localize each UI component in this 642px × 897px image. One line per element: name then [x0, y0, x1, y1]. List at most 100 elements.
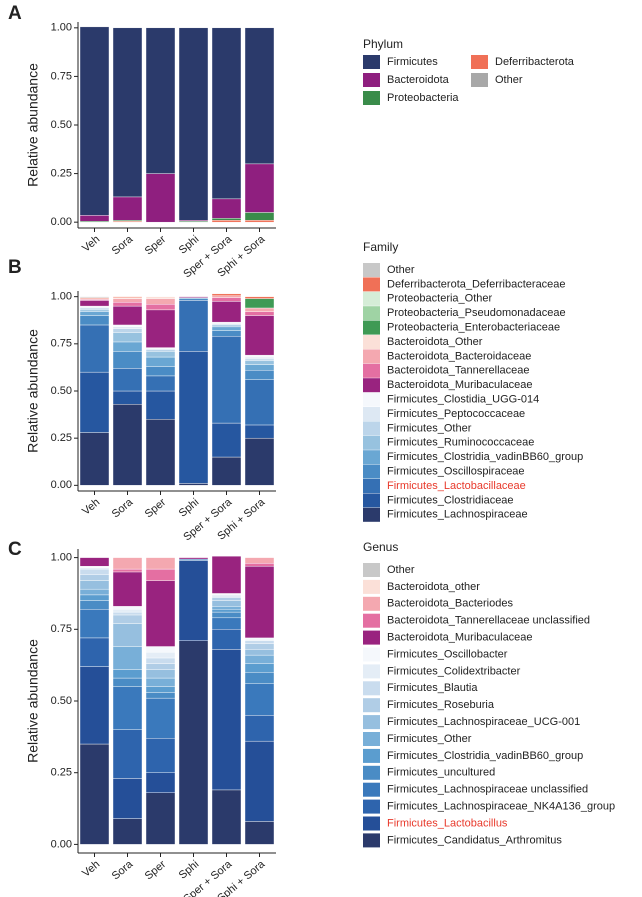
bar-segment	[244, 566, 275, 639]
legend-label: Bacteroidota	[387, 74, 450, 86]
bar-segment	[211, 606, 242, 610]
bar-segment	[112, 302, 143, 307]
y-tick-label: 0.25	[51, 432, 72, 444]
bar-segment	[79, 371, 110, 433]
bar-segment	[145, 356, 176, 367]
bar-segment	[145, 663, 176, 670]
legend-label: Firmicutes_Oscillobacter	[387, 648, 508, 660]
legend-key	[363, 363, 380, 378]
bar-segment	[112, 611, 143, 616]
legend-key	[363, 435, 380, 450]
legend-key	[363, 349, 380, 364]
legend-label: Proteobacteria_Other	[387, 293, 493, 305]
bar-segment	[79, 324, 110, 373]
bar-segment	[79, 432, 110, 486]
legend-key	[363, 630, 380, 645]
legend-label: Bacteroidota_Bacteroidaceae	[387, 350, 531, 362]
legend-key	[363, 748, 380, 763]
legend-key	[363, 479, 380, 493]
bar-segment	[112, 404, 143, 486]
legend-label: Firmicutes_Lachnospiraceae_UCG-001	[387, 716, 580, 728]
legend-label: Firmicutes_Lactobacillaceae	[387, 480, 526, 492]
legend-label: Bacteroidota_Muribaculaceae	[387, 379, 533, 391]
bar-segment	[244, 307, 275, 312]
legend-label: Firmicutes_Colidextribacter	[387, 665, 521, 677]
bar-segment	[178, 558, 209, 561]
bar-segment	[244, 672, 275, 684]
legend-label: Firmicutes_Roseburia	[387, 699, 495, 711]
bar-segment	[244, 637, 275, 640]
bar-segment	[112, 296, 143, 298]
legend-key	[363, 833, 380, 848]
bar-segment	[178, 298, 209, 301]
bar-segment	[112, 568, 143, 573]
bar-segment	[211, 596, 242, 598]
legend-label: Firmicutes_Clostidia_UGG-014	[387, 394, 539, 406]
bar-segment	[145, 298, 176, 305]
bar-segment	[178, 300, 209, 352]
bar-segment	[112, 341, 143, 352]
bar-segment	[211, 649, 242, 791]
legend-label: Bacteroidota_Tannerellaceae	[387, 365, 530, 377]
legend-key	[363, 421, 380, 436]
bar-segment	[112, 646, 143, 670]
bar-segment	[145, 557, 176, 570]
legend-key	[363, 306, 380, 321]
bar-segment	[244, 315, 275, 356]
legend-title: Family	[363, 240, 398, 254]
legend-key	[363, 55, 380, 69]
y-tick-label: 0.50	[51, 695, 72, 707]
legend-key	[471, 73, 488, 87]
bar-segment	[79, 574, 110, 581]
legend-key	[363, 91, 380, 105]
legend-key	[363, 681, 380, 696]
bar-segment	[145, 349, 176, 352]
bar-segment	[112, 27, 143, 198]
bar-segment	[211, 330, 242, 337]
bar-segment	[145, 692, 176, 699]
bar-segment	[145, 366, 176, 377]
legend-key	[363, 73, 380, 87]
legend-key	[363, 732, 380, 746]
bar-segment	[178, 557, 209, 560]
y-axis-title: Relative abundance	[25, 63, 41, 187]
x-tick-label: Sphi	[177, 496, 202, 519]
legend-key	[363, 392, 380, 407]
legend-label: Deferribacterota	[495, 56, 575, 68]
bar-segment	[211, 336, 242, 424]
legend-key	[363, 613, 380, 628]
bar-segment	[112, 305, 143, 326]
legend-key	[363, 579, 380, 594]
y-tick-label: 0.00	[51, 216, 72, 228]
legend-key	[363, 596, 380, 611]
bar-segment	[112, 778, 143, 819]
bar-segment	[79, 568, 110, 576]
legend-label: Other	[495, 74, 523, 86]
bar-segment	[79, 311, 110, 316]
bar-segment	[79, 315, 110, 326]
bar-segment	[244, 163, 275, 213]
bar-segment	[244, 354, 275, 358]
legend-label: Firmicutes	[387, 56, 438, 68]
legend-key	[363, 782, 380, 797]
bar-segment	[145, 686, 176, 693]
legend-label: Other	[387, 564, 415, 576]
bar-segment	[79, 300, 110, 307]
legend-label: Firmicutes_Lachnospiraceae	[387, 509, 528, 521]
y-tick-label: 0.00	[51, 838, 72, 850]
legend-label: Bacteroidota_Muribaculaceae	[387, 632, 533, 644]
bar-segment	[244, 360, 275, 365]
y-tick-label: 0.75	[51, 70, 72, 82]
bar-segment	[79, 566, 110, 568]
bar-segment	[79, 580, 110, 590]
bar-segment	[211, 198, 242, 219]
legend-label: Firmicutes_Clostridiaceae	[387, 494, 514, 506]
legend-label: Firmicutes_Peptococcaceae	[387, 408, 525, 420]
bar-segment	[79, 588, 110, 596]
bar-segment	[145, 351, 176, 358]
bar-segment	[244, 639, 275, 641]
bar-segment	[79, 637, 110, 667]
bar-segment	[244, 654, 275, 664]
x-tick-label: Veh	[80, 496, 102, 517]
